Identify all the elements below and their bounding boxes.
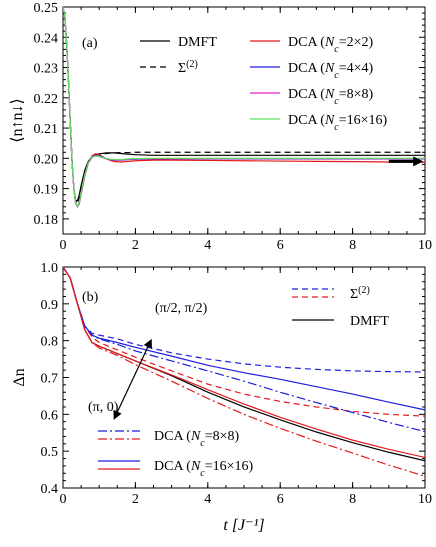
- x-tick-label: 4: [204, 238, 211, 253]
- x-tick-label: 4: [204, 492, 211, 507]
- annotation-pi-half: (π/2, π/2): [155, 301, 208, 316]
- panel-a-chart: 0 2 4 6 8 10 0.18 0.19 0.20 0.21 0.22 0.23 0.24 0.25 (…: [9, 1, 432, 253]
- x-tick-label: 6: [277, 238, 284, 253]
- y-tick-label: 0.24: [34, 31, 59, 46]
- series-line-5: [63, 7, 425, 209]
- x-tick-label: 8: [349, 492, 356, 507]
- x-tick-label: 10: [418, 238, 432, 253]
- legend-label-5: DCA (Nc=16×16): [288, 113, 388, 133]
- double-arrow-head-bottom: [113, 409, 122, 420]
- x-tick-label: 2: [132, 238, 139, 253]
- series-line-5: [63, 267, 425, 411]
- y-tick-label: 0.8: [41, 335, 59, 350]
- double-arrow-head-top: [143, 338, 152, 349]
- y-tick-label: 0.23: [34, 62, 59, 77]
- legend-label-1: Σ(2): [178, 59, 198, 77]
- y-tick-label: 0.22: [34, 92, 59, 107]
- y-tick-label: 0.4: [41, 482, 59, 497]
- legend-b-label-3: DCA (Nc=16×16): [154, 459, 254, 479]
- y-tick-label: 0.5: [41, 445, 59, 460]
- arrow-head: [413, 156, 424, 167]
- y-tick-label: 0.18: [34, 213, 59, 228]
- legend-b-label-0: Σ(2): [350, 285, 370, 303]
- x-tick-label: 2: [132, 492, 139, 507]
- y-axis-title-a: ⟨n↑n↓⟩: [9, 98, 26, 142]
- x-tick-label: 0: [60, 238, 67, 253]
- x-axis-title: t [J⁻¹]: [223, 517, 264, 534]
- y-tick-label: 0.9: [41, 298, 59, 313]
- annotation-pi-zero: (π, 0): [88, 400, 119, 415]
- legend-label-3: DCA (Nc=4×4): [288, 61, 374, 81]
- legend-label-0: DMFT: [178, 35, 217, 50]
- panel-b-chart: 0 2 4 6 8 10 0.4 0.5 0.6 0.7 0.8 0.9 1.0 (b) Δn t [J⁻¹]…: [11, 261, 432, 534]
- y-tick-label: 1.0: [41, 261, 59, 276]
- plot-frame: [62, 266, 426, 489]
- series-line-6: [63, 267, 425, 459]
- legend-label-2: DCA (Nc=2×2): [288, 35, 374, 55]
- series-line-0: [63, 267, 425, 462]
- panel-label-b: (b): [82, 290, 99, 305]
- x-tick-label: 6: [277, 492, 284, 507]
- double-arrow-shaft: [116, 344, 150, 414]
- legend-label-4: DCA (Nc=8×8): [288, 87, 374, 107]
- series-line-2: [63, 267, 425, 417]
- y-tick-label: 0.21: [34, 122, 59, 137]
- y-axis-title-b: Δn: [11, 368, 28, 386]
- x-tick-label: 10: [418, 492, 432, 507]
- legend-b-label-1: DMFT: [350, 314, 389, 329]
- legend-b-label-2: DCA (Nc=8×8): [154, 429, 240, 449]
- y-tick-label: 0.6: [41, 408, 59, 423]
- x-tick-label: 0: [60, 492, 67, 507]
- x-tick-label: 8: [349, 238, 356, 253]
- y-tick-label: 0.25: [34, 1, 59, 16]
- y-tick-label: 0.20: [34, 152, 59, 167]
- panel-label-a: (a): [82, 36, 98, 51]
- y-tick-label: 0.7: [41, 372, 59, 387]
- y-tick-label: 0.19: [34, 183, 59, 198]
